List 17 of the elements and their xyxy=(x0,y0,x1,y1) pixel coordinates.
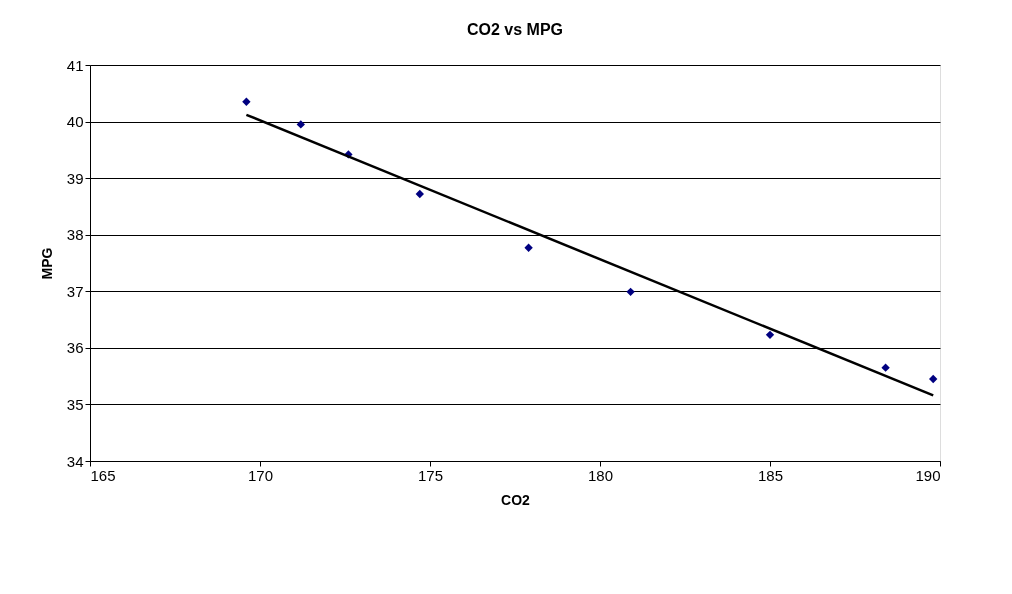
y-axis-title: MPG xyxy=(38,247,55,280)
y-tick-label: 36 xyxy=(66,339,84,357)
y-tick-label: 41 xyxy=(66,56,84,74)
chart-title: CO2 vs MPG xyxy=(466,21,564,38)
y-tick-label: 37 xyxy=(66,282,84,300)
x-tick-label: 175 xyxy=(417,466,444,484)
y-tick-label: 34 xyxy=(66,452,84,470)
x-tick-label: 185 xyxy=(757,466,784,484)
x-tick-label: 180 xyxy=(587,466,614,484)
x-tick-label: 170 xyxy=(247,466,274,484)
x-axis-title: CO2 xyxy=(501,491,531,508)
y-tick-label: 39 xyxy=(66,169,84,187)
y-tick-label: 40 xyxy=(66,113,84,131)
y-tick-label: 38 xyxy=(66,226,84,244)
x-tick-label: 190 xyxy=(915,466,941,484)
x-tick-label: 165 xyxy=(90,466,116,484)
y-tick-label: 35 xyxy=(66,395,84,413)
